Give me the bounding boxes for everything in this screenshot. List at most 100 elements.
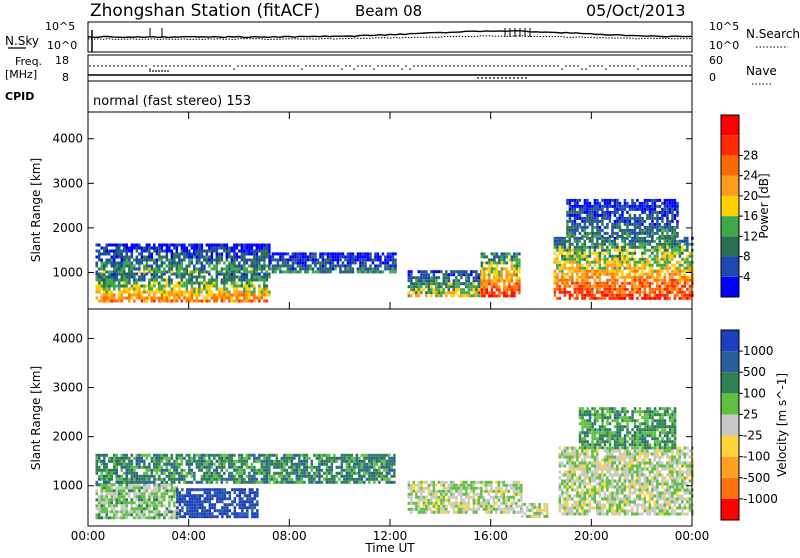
velocity-cell — [173, 510, 176, 513]
power-cell — [676, 205, 679, 208]
power-cell — [143, 250, 146, 253]
power-cell — [342, 261, 345, 264]
power-cell — [221, 268, 224, 271]
velocity-cell — [208, 475, 211, 478]
power-cell — [679, 243, 682, 246]
velocity-cell — [189, 497, 192, 500]
velocity-cell — [108, 510, 111, 513]
power-cell — [674, 255, 677, 258]
velocity-cell — [336, 475, 339, 478]
power-cell — [589, 237, 592, 240]
power-cell — [186, 256, 189, 259]
velocity-cell — [173, 486, 176, 489]
power-cell — [641, 255, 644, 258]
power-cell — [161, 288, 164, 291]
velocity-cell — [148, 510, 151, 513]
velocity-cell — [435, 505, 438, 508]
power-cell — [664, 285, 667, 288]
power-cell — [584, 282, 587, 285]
power-cell — [626, 264, 629, 267]
velocity-cell — [331, 475, 334, 478]
power-cell — [228, 271, 231, 274]
power-cell — [181, 276, 184, 279]
velocity-cell — [118, 510, 121, 513]
velocity-cell — [239, 494, 242, 497]
velocity-cell — [306, 475, 309, 478]
power-cell — [123, 247, 126, 250]
velocity-cell — [435, 484, 438, 487]
power-cell — [599, 220, 602, 223]
velocity-cell — [204, 506, 207, 509]
velocity-cell — [266, 454, 269, 457]
power-cell — [473, 270, 476, 273]
power-cell — [496, 276, 499, 279]
velocity-cell — [373, 460, 376, 463]
power-cell — [636, 270, 639, 273]
velocity-cell — [410, 508, 413, 511]
velocity-cell — [346, 472, 349, 475]
velocity-cell — [296, 463, 299, 466]
velocity-cell — [425, 496, 428, 499]
power-cell — [646, 261, 649, 264]
power-cell — [621, 294, 624, 297]
power-cell — [103, 297, 106, 300]
power-cell — [428, 285, 431, 288]
velocity-cell — [146, 469, 149, 472]
velocity-cell — [256, 494, 259, 497]
power-cell — [486, 273, 489, 276]
nave-point — [201, 65, 203, 67]
y-tick-label: 1000 — [52, 265, 83, 279]
power-cell — [324, 252, 327, 255]
velocity-cell — [126, 454, 129, 457]
power-cell — [611, 223, 614, 226]
power-cell — [455, 288, 458, 291]
power-cell — [666, 255, 669, 258]
velocity-cell — [415, 496, 418, 499]
power-cell — [651, 214, 654, 217]
power-cell — [674, 288, 677, 291]
power-cell — [508, 285, 511, 288]
power-cell — [611, 258, 614, 261]
power-cell — [611, 226, 614, 229]
power-cell — [651, 249, 654, 252]
velocity-cell — [356, 478, 359, 481]
power-cell — [473, 276, 476, 279]
power-cell — [596, 243, 599, 246]
power-cell — [621, 288, 624, 291]
velocity-cell — [288, 460, 291, 463]
power-cell — [413, 282, 416, 285]
power-cell — [656, 246, 659, 249]
nave-point — [349, 65, 351, 67]
velocity-cell — [246, 500, 249, 503]
power-cell — [481, 291, 484, 294]
power-cell — [574, 255, 577, 258]
power-cell — [183, 282, 186, 285]
velocity-cell — [286, 460, 289, 463]
power-cell — [506, 276, 509, 279]
velocity-cell — [249, 497, 252, 500]
power-cell — [561, 255, 564, 258]
power-cell — [659, 223, 662, 226]
velocity-cell — [254, 503, 257, 506]
power-cell — [681, 240, 684, 243]
velocity-cell — [296, 466, 299, 469]
velocity-cell — [438, 490, 441, 493]
velocity-cell — [228, 460, 231, 463]
velocity-cell — [251, 512, 254, 515]
power-cell — [506, 267, 509, 270]
velocity-cell — [133, 507, 136, 510]
velocity-cell — [106, 495, 109, 498]
velocity-cell — [138, 495, 141, 498]
power-cell — [211, 250, 214, 253]
velocity-cell — [196, 497, 199, 500]
velocity-cell — [191, 509, 194, 512]
velocity-cell — [311, 469, 314, 472]
power-cell — [614, 214, 617, 217]
power-cell — [644, 232, 647, 235]
power-cell — [256, 256, 259, 259]
velocity-cell — [331, 472, 334, 475]
power-cell — [664, 205, 667, 208]
velocity-cell — [103, 466, 106, 469]
power-cell — [176, 271, 179, 274]
velocity-cell — [176, 512, 179, 515]
